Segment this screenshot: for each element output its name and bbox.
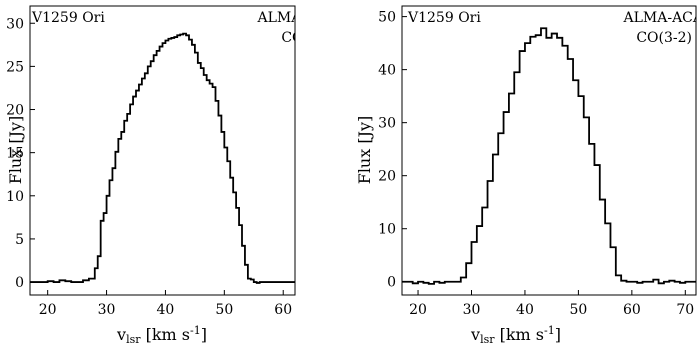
x-ticks: 20 30 40 50 60 70 (409, 290, 694, 318)
x-tick-label: 20 (409, 302, 427, 318)
y-tick-label: 10 (378, 222, 396, 238)
flux-spectrum-line (402, 27, 696, 285)
telescope-annotation: ALMA-ACA (256, 10, 337, 26)
line-annotation: CO(3-2) (281, 30, 337, 46)
y-tick-label: 0 (15, 275, 24, 291)
y-tick-label: 25 (6, 59, 24, 75)
flux-spectrum-line (30, 32, 295, 284)
telescope-annotation: ALMA-ACA (622, 10, 697, 26)
y-ticks: 0 5 10 15 20 25 30 (6, 16, 35, 291)
x-tick-label: 40 (516, 302, 534, 318)
y-axis-label: Flux [Jy] (355, 116, 374, 185)
y-tick-label: 0 (387, 275, 396, 291)
y-tick-label: 30 (378, 116, 396, 132)
y-tick-label: 20 (378, 169, 396, 185)
source-annotation: V1259 Ori (407, 10, 481, 26)
x-ticks: 20 30 40 50 60 (39, 290, 292, 318)
y-axis-label: Flux [Jy] (6, 116, 25, 185)
x-tick-label: 20 (39, 302, 57, 318)
y-tick-label: 15 (6, 146, 24, 162)
x-tick-label: 70 (676, 302, 694, 318)
y-tick-label: 50 (378, 10, 396, 26)
y-tick-label: 10 (6, 189, 24, 205)
x-tick-label: 30 (463, 302, 481, 318)
x-tick-label: 40 (157, 302, 175, 318)
line-annotation: CO(3-2) (636, 30, 692, 46)
x-tick-label: 30 (98, 302, 116, 318)
x-tick-label: 50 (569, 302, 587, 318)
x-tick-label: 60 (623, 302, 641, 318)
y-tick-label: 20 (6, 103, 24, 119)
x-axis-label: vlsr [km s-1] (470, 324, 561, 346)
axes-frame (401, 5, 697, 296)
source-annotation: V1259 Ori (31, 10, 105, 26)
x-axis-label: vlsr [km s-1] (116, 324, 207, 346)
y-tick-label: 40 (378, 63, 396, 79)
chart-panel-left: Flux [Jy] 0 5 10 15 20 25 30 20 30 40 50 60 V1259 … (6, 5, 337, 346)
y-tick-label: 30 (6, 16, 24, 32)
y-tick-label: 5 (15, 232, 24, 248)
y-ticks: 0 10 20 30 40 50 (378, 10, 407, 291)
x-tick-label: 60 (274, 302, 292, 318)
axes-frame (29, 5, 296, 296)
chart-panel-right: Flux [Jy] 0 10 20 30 40 50 20 30 40 50 60 70 V1259… (355, 5, 697, 346)
x-tick-label: 50 (215, 302, 233, 318)
